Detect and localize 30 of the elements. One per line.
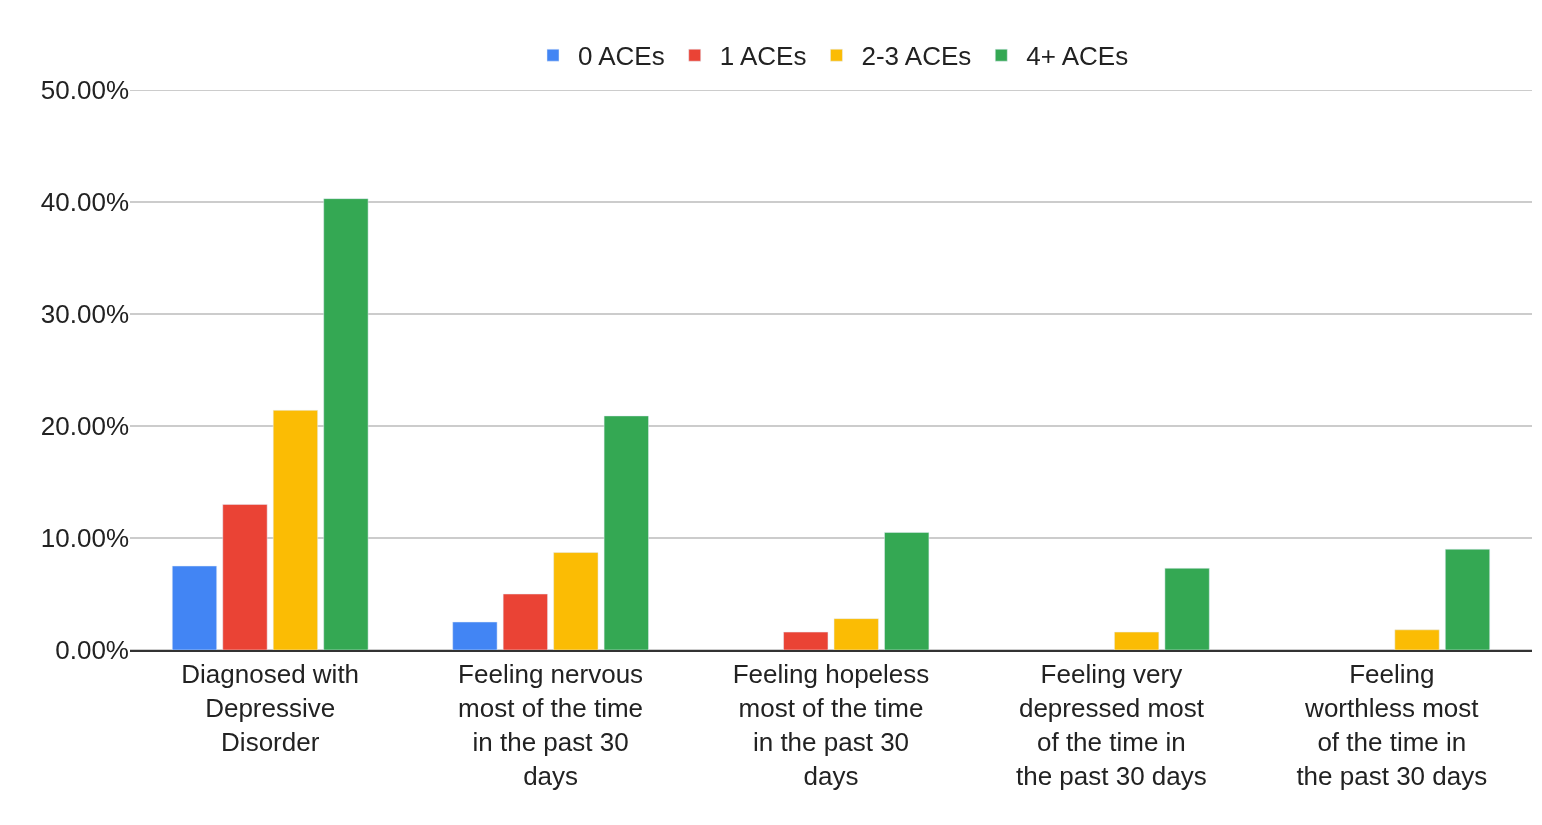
legend-label: 4+ ACEs [1026,41,1129,72]
bar [884,532,930,650]
y-tick-label: 50.00% [40,75,129,106]
bar [553,552,599,650]
x-tick-label: Feeling very depressed most of the time in the past 30 days [1015,659,1207,791]
bar [1164,567,1210,650]
x-tick-label: Feeling worthless most of the time in the past 30 days [1296,659,1488,791]
y-tick-label: 30.00% [40,299,129,330]
y-tick-label: 40.00% [40,187,129,218]
legend-label: 0 ACEs [578,41,665,72]
x-tick-label: Diagnosed with Depressive Disorder [181,659,360,757]
bar [452,621,498,650]
bar [272,410,318,650]
x-tick-label: Feeling nervous most of the time in the past 30 days [458,659,644,791]
x-tick-label: Feeling hopeless most of the time in the past 30 days [732,659,930,791]
legend-label: 2-3 ACEs [861,41,972,72]
y-tick-label: 10.00% [40,523,129,554]
y-tick-label: 0.00% [55,635,129,666]
bar [172,565,217,650]
bar [222,504,268,650]
y-tick-label: 20.00% [40,411,129,442]
legend-label: 1 ACEs [719,41,807,72]
bar [783,631,829,650]
bar [323,198,369,650]
bar [1114,631,1160,650]
bar [502,593,548,650]
bar [603,415,649,650]
bar [1394,629,1440,650]
bar [1445,548,1490,650]
bar [833,618,879,650]
